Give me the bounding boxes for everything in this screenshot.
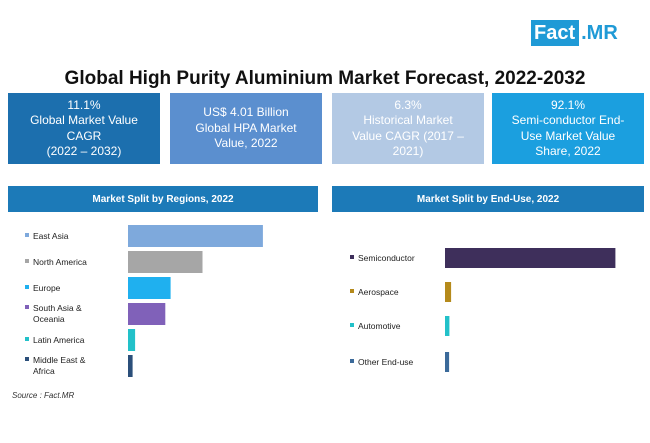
kpi-line: 2021) <box>392 144 424 158</box>
kpi-line: Value CAGR (2017 – <box>352 128 464 143</box>
bar-1-1 <box>445 282 452 302</box>
kpi-line: CAGR <box>66 128 102 143</box>
kpi-line: Use Market Value <box>520 128 616 143</box>
legend-marker <box>350 323 354 327</box>
category-label: Automotive <box>358 321 401 331</box>
kpi-line: US$ 4.01 Billion <box>203 105 289 120</box>
category-label: Oceania <box>33 314 65 324</box>
legend-marker <box>25 233 29 237</box>
legend-marker <box>350 289 354 293</box>
kpi-cagr-forecast: 11.1% Global Market Value CAGR (2022 – 2… <box>8 93 160 164</box>
legend-marker <box>25 285 29 289</box>
bar-0-3 <box>128 303 166 325</box>
bar-0-5 <box>128 355 133 377</box>
end-use-chart-title: Market Split by End-Use, 2022 <box>332 186 644 212</box>
kpi-line: Global Market Value <box>30 113 138 127</box>
category-label: Middle East & <box>33 355 86 365</box>
category-label: Europe <box>33 283 61 293</box>
category-label: East Asia <box>33 231 69 241</box>
source-note: Source : Fact.MR <box>12 391 75 400</box>
page-title: Global High Purity Aluminium Market Fore… <box>64 68 586 89</box>
kpi-line: Historical Market <box>363 113 453 127</box>
logo-fact-text: Fact <box>531 20 580 46</box>
bar-1-0 <box>445 248 616 268</box>
legend-marker <box>25 337 29 341</box>
bar-0-1 <box>128 251 203 273</box>
category-label: South Asia & <box>33 303 82 313</box>
legend-marker <box>25 305 29 309</box>
kpi-line: Global HPA Market <box>195 120 297 135</box>
legend-marker <box>25 259 29 263</box>
kpi-market-value: US$ 4.01 Billion Global HPA Market Value… <box>170 93 322 164</box>
kpi-line: 11.1% <box>67 97 101 112</box>
factmr-logo: Fact .MR <box>531 20 629 46</box>
kpi-line: 6.3% <box>394 97 422 112</box>
category-label: Aerospace <box>358 287 399 297</box>
category-label: Africa <box>33 366 55 376</box>
bar-1-2 <box>445 316 450 336</box>
legend-marker <box>25 357 29 361</box>
regions-chart-title: Market Split by Regions, 2022 <box>8 186 318 212</box>
kpi-semiconductor-share: 92.1% Semi-conductor End- Use Market Val… <box>492 93 644 164</box>
kpi-line: Share, 2022 <box>535 144 601 158</box>
kpi-historical-cagr: 6.3% Historical Market Value CAGR (2017 … <box>332 93 484 164</box>
bar-0-2 <box>128 277 171 299</box>
category-label: North America <box>33 257 87 267</box>
bar-0-4 <box>128 329 136 351</box>
kpi-line: (2022 – 2032) <box>46 144 122 158</box>
legend-marker <box>350 359 354 363</box>
category-label: Other End-use <box>358 357 414 367</box>
kpi-line: 92.1% <box>550 97 586 112</box>
category-label: Semiconductor <box>358 253 415 263</box>
legend-marker <box>350 255 354 259</box>
category-label: Latin America <box>33 335 85 345</box>
bar-0-0 <box>128 225 263 247</box>
kpi-line: Semi-conductor End- <box>511 113 625 127</box>
bar-1-3 <box>445 352 450 372</box>
kpi-line: Value, 2022 <box>214 136 278 151</box>
logo-mr-text: .MR <box>581 22 618 44</box>
